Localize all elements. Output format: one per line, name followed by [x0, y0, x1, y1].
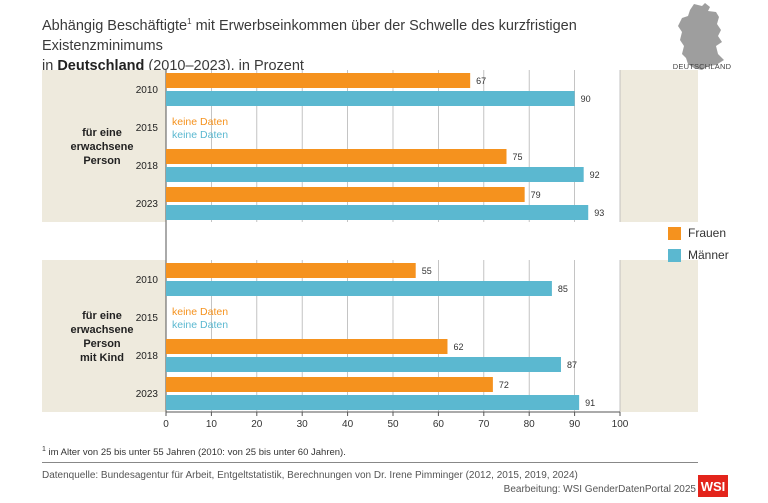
- data-label-frauen: 55: [422, 266, 432, 276]
- data-label-maenner: 92: [590, 170, 600, 180]
- group-label-line: erwachsene: [71, 324, 134, 336]
- legend-swatch-maenner: [668, 248, 681, 262]
- chart-title: Abhängig Beschäftigte1 mit Erwerbseinkom…: [42, 17, 577, 74]
- separator: [42, 462, 698, 463]
- legend-item-maenner: Männer: [668, 248, 729, 262]
- x-tick-label: 20: [251, 419, 263, 430]
- x-tick-label: 40: [342, 419, 354, 430]
- data-label-maenner: 90: [581, 94, 591, 104]
- no-data-label-frauen: keine Daten: [172, 116, 228, 128]
- group-label-line: für eine: [82, 310, 122, 322]
- data-label-frauen: 62: [453, 342, 463, 352]
- year-label: 2023: [136, 199, 159, 210]
- map-label: DEUTSCHLAND: [672, 62, 732, 71]
- data-label-maenner: 91: [585, 398, 595, 408]
- group-label-line: mit Kind: [80, 352, 124, 364]
- bar-frauen: [166, 73, 471, 88]
- group-label-line: für eine: [82, 127, 122, 139]
- legend-label-maenner: Männer: [688, 248, 729, 262]
- footnote: 1 im Alter von 25 bis unter 55 Jahren (2…: [42, 446, 346, 459]
- year-label: 2015: [136, 123, 159, 134]
- x-tick-label: 0: [163, 419, 169, 430]
- data-label-maenner: 85: [558, 284, 568, 294]
- data-label-maenner: 93: [594, 208, 604, 218]
- year-label: 2018: [136, 351, 159, 362]
- data-label-frauen: 75: [513, 152, 523, 162]
- bar-maenner: [166, 167, 584, 182]
- data-label-frauen: 67: [476, 76, 486, 86]
- wsi-logo: WSI: [698, 477, 728, 497]
- bar-frauen: [166, 339, 448, 354]
- year-label: 2023: [136, 389, 159, 400]
- data-label-maenner: 87: [567, 360, 577, 370]
- x-tick-label: 60: [433, 419, 445, 430]
- data-label-frauen: 79: [531, 190, 541, 200]
- bar-maenner: [166, 281, 552, 296]
- data-label-frauen: 72: [499, 380, 509, 390]
- bar-maenner: [166, 205, 589, 220]
- x-tick-label: 70: [478, 419, 490, 430]
- group-label-line: Person: [83, 155, 121, 167]
- bar-maenner: [166, 357, 561, 372]
- legend: Frauen Männer: [668, 226, 729, 270]
- year-label: 2010: [136, 85, 159, 96]
- credit: Bearbeitung: WSI GenderDatenPortal 2025: [503, 484, 696, 495]
- x-tick-label: 90: [569, 419, 581, 430]
- year-label: 2010: [136, 275, 159, 286]
- x-tick-label: 100: [612, 419, 629, 430]
- germany-map-icon: [678, 3, 724, 70]
- bar-frauen: [166, 263, 416, 278]
- year-label: 2018: [136, 161, 159, 172]
- bar-frauen: [166, 187, 525, 202]
- legend-item-frauen: Frauen: [668, 226, 729, 240]
- x-tick-label: 10: [206, 419, 218, 430]
- bar-frauen: [166, 149, 507, 164]
- logo-accent: [698, 475, 728, 477]
- legend-swatch-frauen: [668, 226, 681, 240]
- no-data-label-maenner: keine Daten: [172, 319, 228, 331]
- no-data-label-maenner: keine Daten: [172, 129, 228, 141]
- bar-maenner: [166, 91, 575, 106]
- x-tick-label: 30: [297, 419, 309, 430]
- no-data-label-frauen: keine Daten: [172, 306, 228, 318]
- bar-frauen: [166, 377, 493, 392]
- data-source: Datenquelle: Bundesagentur für Arbeit, E…: [42, 470, 578, 481]
- group-label-line: Person: [83, 338, 121, 350]
- legend-label-frauen: Frauen: [688, 226, 727, 240]
- group-label-line: erwachsene: [71, 141, 134, 153]
- bar-maenner: [166, 395, 580, 410]
- x-tick-label: 80: [524, 419, 536, 430]
- x-tick-label: 50: [387, 419, 399, 430]
- year-label: 2015: [136, 313, 159, 324]
